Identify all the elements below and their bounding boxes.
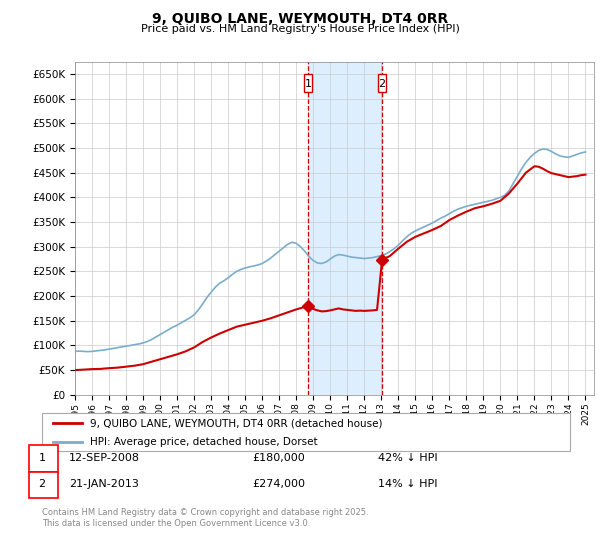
Text: 9, QUIBO LANE, WEYMOUTH, DT4 0RR: 9, QUIBO LANE, WEYMOUTH, DT4 0RR <box>152 12 448 26</box>
Text: Contains HM Land Registry data © Crown copyright and database right 2025.
This d: Contains HM Land Registry data © Crown c… <box>42 508 368 528</box>
Text: £274,000: £274,000 <box>252 479 305 489</box>
FancyBboxPatch shape <box>379 74 386 92</box>
Text: 42% ↓ HPI: 42% ↓ HPI <box>378 452 437 463</box>
Text: £180,000: £180,000 <box>252 452 305 463</box>
Text: HPI: Average price, detached house, Dorset: HPI: Average price, detached house, Dors… <box>89 437 317 447</box>
Text: 14% ↓ HPI: 14% ↓ HPI <box>378 479 437 489</box>
Bar <box>308 62 382 395</box>
Text: 1: 1 <box>305 78 311 88</box>
Text: 12-SEP-2008: 12-SEP-2008 <box>69 452 140 463</box>
Text: 2: 2 <box>379 78 386 88</box>
Text: 21-JAN-2013: 21-JAN-2013 <box>69 479 139 489</box>
FancyBboxPatch shape <box>304 74 312 92</box>
Text: 2: 2 <box>38 479 46 489</box>
Text: Price paid vs. HM Land Registry's House Price Index (HPI): Price paid vs. HM Land Registry's House … <box>140 24 460 34</box>
Text: 1: 1 <box>38 452 46 463</box>
Text: 9, QUIBO LANE, WEYMOUTH, DT4 0RR (detached house): 9, QUIBO LANE, WEYMOUTH, DT4 0RR (detach… <box>89 418 382 428</box>
FancyBboxPatch shape <box>42 413 570 451</box>
